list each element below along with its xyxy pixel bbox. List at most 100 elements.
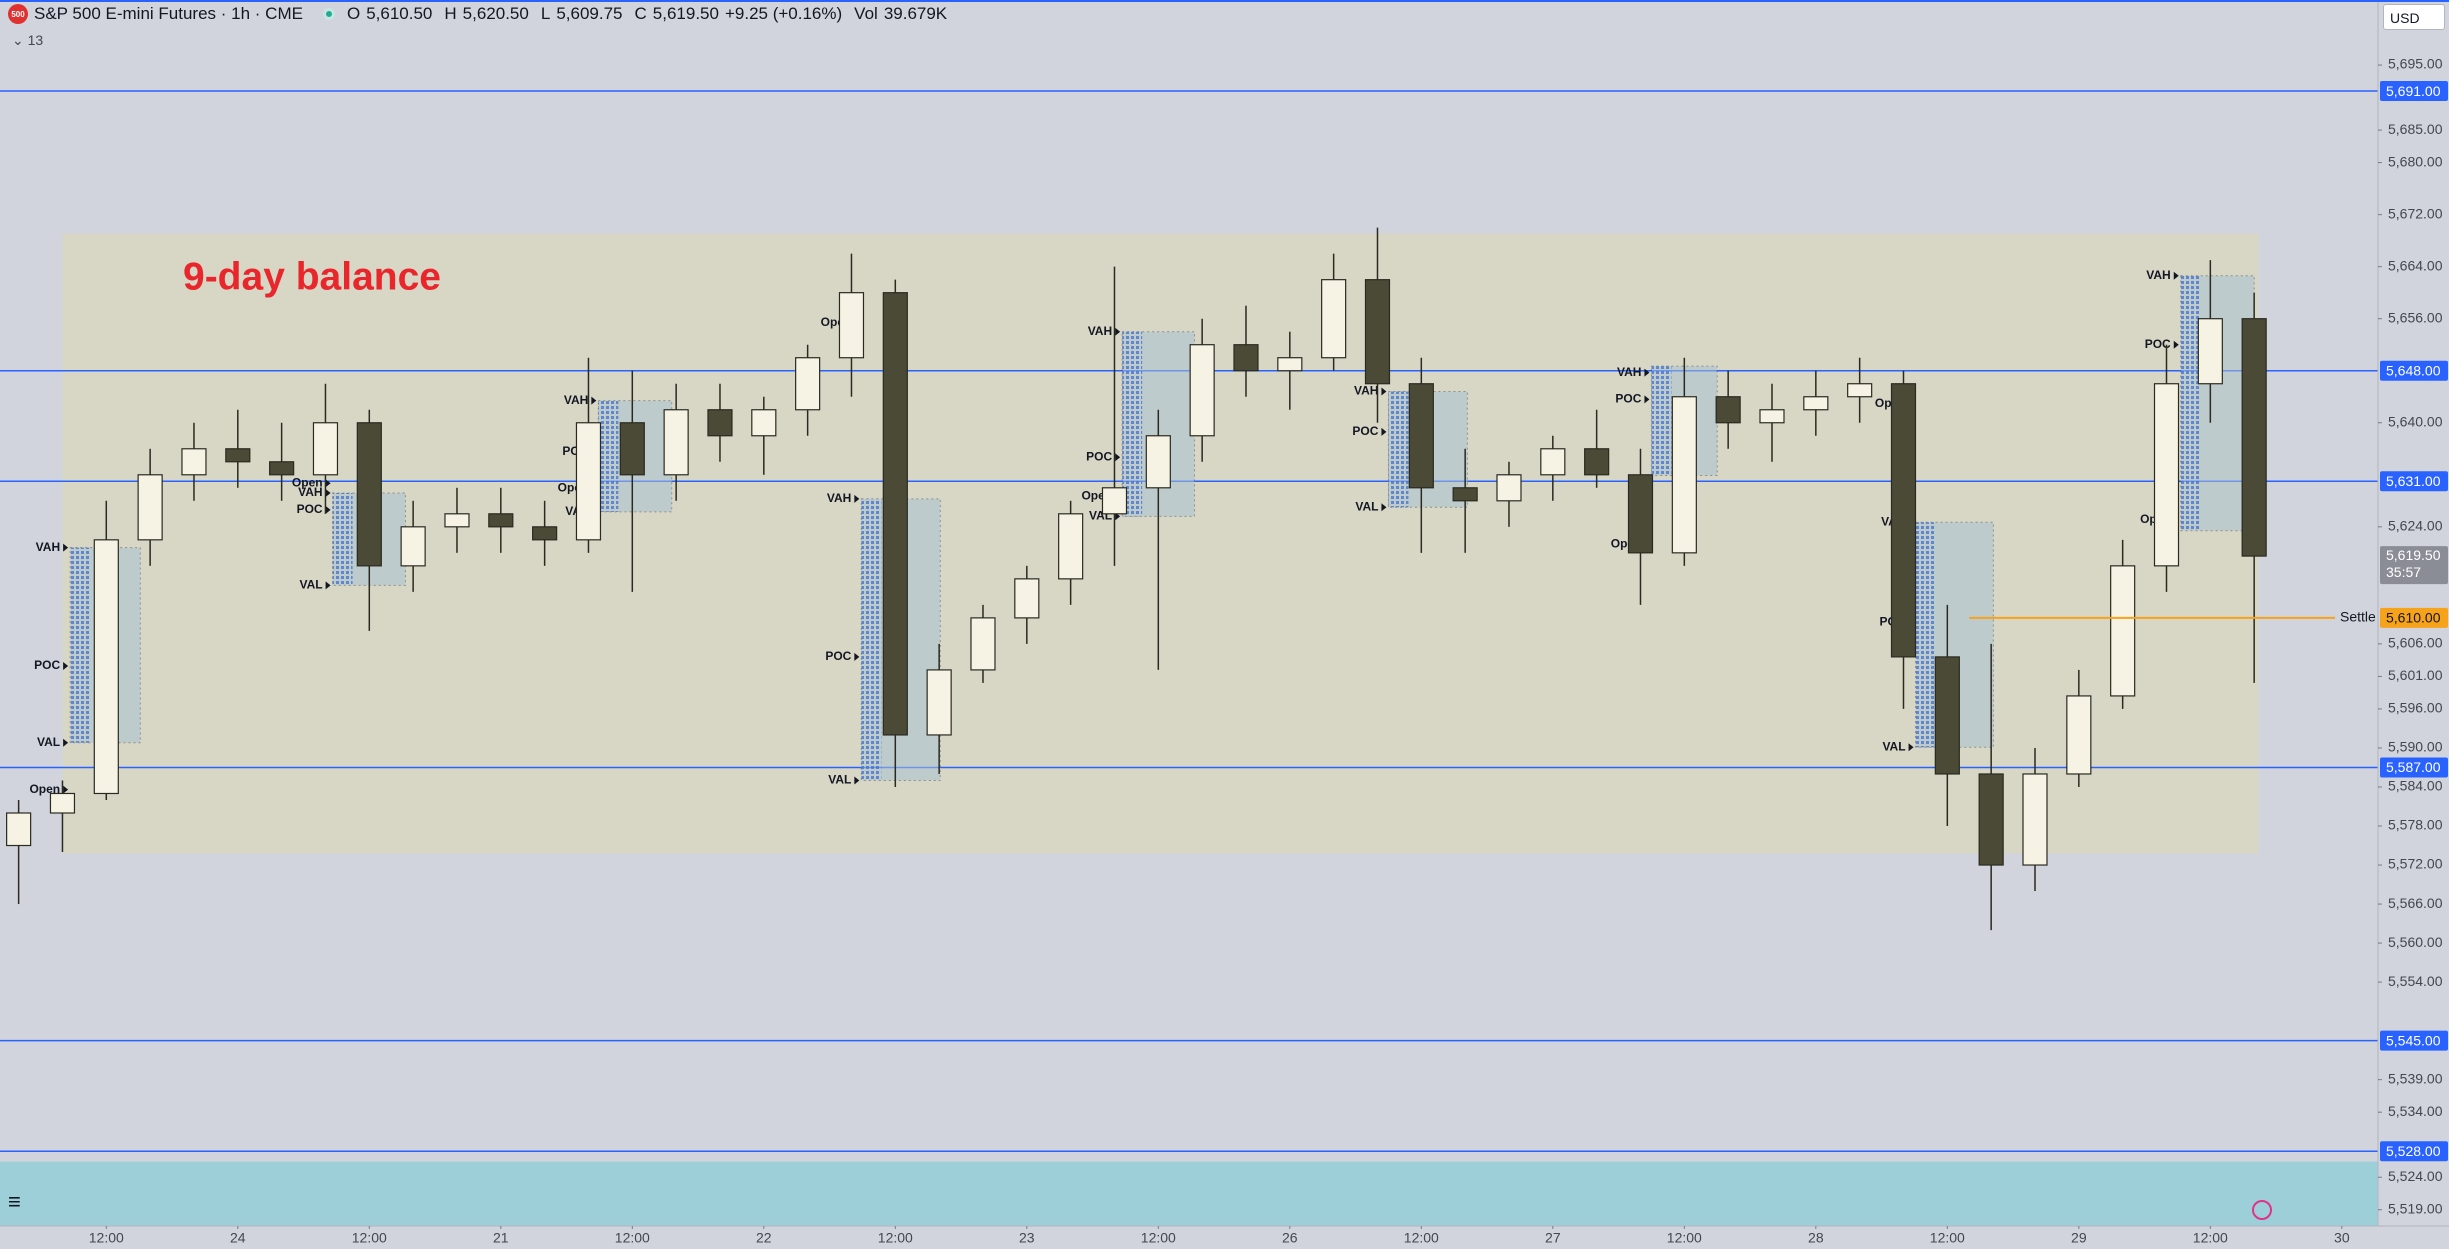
alert-icon[interactable] (2252, 1200, 2272, 1220)
candle-body (356, 422, 382, 567)
candle-body (1890, 383, 1917, 658)
currency-select[interactable]: USD (2383, 4, 2445, 30)
profile-marker (325, 581, 331, 590)
candle-body (1627, 474, 1654, 554)
y-tick-label: 5,566.00 (2388, 895, 2443, 911)
low-value: 5,609.75 (556, 4, 623, 23)
candle-body (1145, 435, 1171, 489)
profile-label: VAH (564, 393, 588, 407)
profile-label: POC (1352, 424, 1378, 438)
x-tick-label: 27 (1545, 1230, 1561, 1246)
lower-zone (0, 1161, 2378, 1226)
candle-body (1452, 487, 1478, 502)
profile-label: VAH (298, 485, 322, 499)
candle-body (1759, 409, 1785, 424)
y-tick-label: 5,606.00 (2388, 635, 2443, 651)
candle-body (444, 513, 470, 528)
profile-label: VAL (1882, 739, 1905, 753)
y-tick-label: 5,572.00 (2388, 856, 2443, 872)
profile-marker (325, 489, 331, 498)
time-axis (0, 1226, 2449, 1249)
candle-body (926, 669, 952, 736)
profile-label: POC (1615, 392, 1641, 406)
candle-body (619, 422, 645, 476)
profile-marker (1381, 503, 1387, 512)
x-tick-label: 12:00 (2193, 1230, 2228, 1246)
profile-marker (854, 652, 860, 661)
change-value: +9.25 (+0.16%) (724, 4, 843, 23)
symbol-name[interactable]: S&P 500 E-mini Futures · 1h · CME (34, 4, 303, 23)
y-tick-label: 5,695.00 (2388, 56, 2443, 72)
candle-body (532, 526, 558, 541)
close-label: C (634, 4, 647, 23)
high-label: H (444, 4, 457, 23)
profile-label: POC (1086, 449, 1112, 463)
countdown: 35:57 (2386, 564, 2421, 580)
profile-marker (63, 785, 69, 794)
currency: USD (2390, 10, 2420, 26)
tv-logo: ≡ (8, 1189, 21, 1214)
symbol-logo: 500 (8, 4, 28, 24)
balance-title: 9-day balance (183, 255, 441, 298)
level-label: 5,648.00 (2386, 362, 2441, 378)
profile-marker (1908, 743, 1914, 752)
profile-marker (1115, 327, 1121, 336)
close-value: 5,619.50 (652, 4, 719, 23)
profile-label: Open (29, 782, 60, 796)
market-status (322, 8, 335, 20)
volume-profile (1122, 331, 1143, 517)
y-tick-label: 5,596.00 (2388, 700, 2443, 716)
profile-label: POC (2145, 337, 2171, 351)
level-label-box (2380, 81, 2448, 102)
volume-profile (332, 493, 353, 586)
profile-marker (63, 543, 69, 552)
candle-body (1277, 357, 1303, 372)
candle-body (1978, 773, 2004, 866)
x-tick-label: 22 (756, 1230, 772, 1246)
candle-body (1584, 448, 1610, 476)
profile-marker (1381, 387, 1387, 396)
last-price-label: 5,619.50 (2386, 547, 2441, 563)
y-tick-label: 5,590.00 (2388, 739, 2443, 755)
low-label: L (540, 4, 551, 23)
profile-marker (325, 505, 331, 514)
candle-body (2241, 318, 2267, 557)
y-tick-label: 5,584.00 (2388, 778, 2443, 794)
profile-label: POC (34, 658, 60, 672)
profile-marker (1381, 427, 1387, 436)
candle-body (269, 461, 295, 476)
candle-body (707, 409, 733, 437)
y-tick-label: 5,656.00 (2388, 309, 2443, 325)
settle-name: Settle (2340, 609, 2376, 625)
high-value: 5,620.50 (462, 4, 529, 23)
candle-body (2066, 695, 2092, 775)
candle-body (225, 448, 251, 463)
candle-body (575, 422, 602, 541)
x-tick-label: 12:00 (1141, 1230, 1176, 1246)
x-tick-label: 12:00 (1667, 1230, 1702, 1246)
candle-body (1847, 383, 1873, 398)
level-label: 5,691.00 (2386, 83, 2441, 99)
profile-marker (2173, 271, 2179, 280)
candle-body (838, 292, 865, 359)
indicators-toggle[interactable]: ⌄ 13 (12, 32, 44, 48)
x-tick-label: 24 (230, 1230, 246, 1246)
y-tick-label: 5,554.00 (2388, 973, 2443, 989)
x-tick-label: 28 (1808, 1230, 1824, 1246)
candle-body (1671, 396, 1697, 554)
profile-marker (1115, 453, 1121, 462)
y-tick-label: 5,664.00 (2388, 257, 2443, 273)
profile-label: POC (825, 649, 851, 663)
candle-body (751, 409, 777, 437)
open-label: O (346, 4, 361, 23)
level-label-box (2380, 1141, 2448, 1162)
profile-marker (1115, 512, 1121, 521)
y-tick-label: 5,578.00 (2388, 817, 2443, 833)
candle-body (1189, 344, 1215, 437)
candle-body (1934, 656, 1960, 775)
candle-body (1101, 487, 1128, 515)
y-tick-label: 5,680.00 (2388, 153, 2443, 169)
x-tick-label: 21 (493, 1230, 509, 1246)
